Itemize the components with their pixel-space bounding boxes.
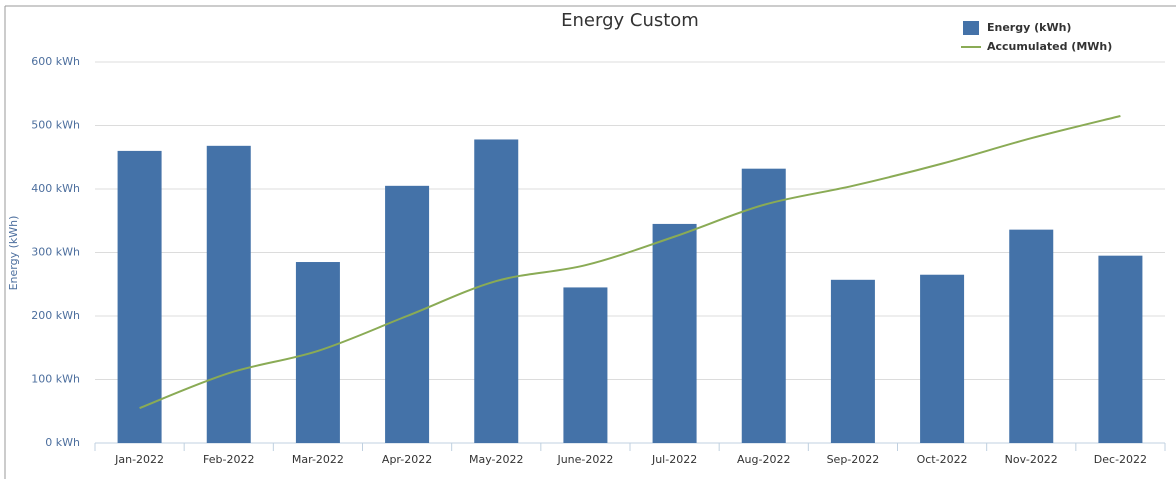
x-tick-label: Apr-2022: [382, 453, 432, 466]
y-tick-label: 0 kWh: [45, 436, 80, 449]
x-tick-label: Nov-2022: [1005, 453, 1058, 466]
bar: [474, 139, 519, 443]
y-axis-title: Energy (kWh): [7, 216, 20, 291]
x-tick-label: Sep-2022: [827, 453, 880, 466]
bar: [206, 145, 251, 443]
bar: [385, 185, 430, 443]
chart-title: Energy Custom: [561, 10, 699, 31]
bar: [1098, 255, 1143, 443]
y-tick-label: 300 kWh: [31, 246, 80, 259]
x-tick-label: Oct-2022: [917, 453, 968, 466]
y-tick-label: 400 kWh: [31, 182, 80, 195]
x-tick-label: Feb-2022: [203, 453, 254, 466]
y-tick-label: 200 kWh: [31, 309, 80, 322]
y-tick-label: 500 kWh: [31, 119, 80, 132]
legend-label: Accumulated (MWh): [987, 40, 1112, 53]
bar: [741, 168, 786, 443]
bar: [652, 223, 697, 443]
x-tick-label: Dec-2022: [1094, 453, 1147, 466]
legend-swatch: [963, 21, 979, 35]
legend-label: Energy (kWh): [987, 21, 1071, 34]
y-tick-label: 600 kWh: [31, 55, 80, 68]
bar: [117, 150, 162, 443]
bar: [295, 262, 340, 443]
x-tick-label: Jan-2022: [114, 453, 164, 466]
x-tick-label: Mar-2022: [292, 453, 344, 466]
x-tick-label: June-2022: [556, 453, 613, 466]
y-tick-label: 100 kWh: [31, 373, 80, 386]
legend-box: [955, 16, 1125, 60]
x-tick-label: Jul-2022: [651, 453, 697, 466]
x-tick-label: May-2022: [469, 453, 524, 466]
bar: [1009, 229, 1054, 443]
x-tick-label: Aug-2022: [737, 453, 790, 466]
bar: [830, 279, 875, 443]
bar: [563, 287, 608, 443]
bar: [920, 274, 965, 443]
line: [139, 115, 1121, 410]
